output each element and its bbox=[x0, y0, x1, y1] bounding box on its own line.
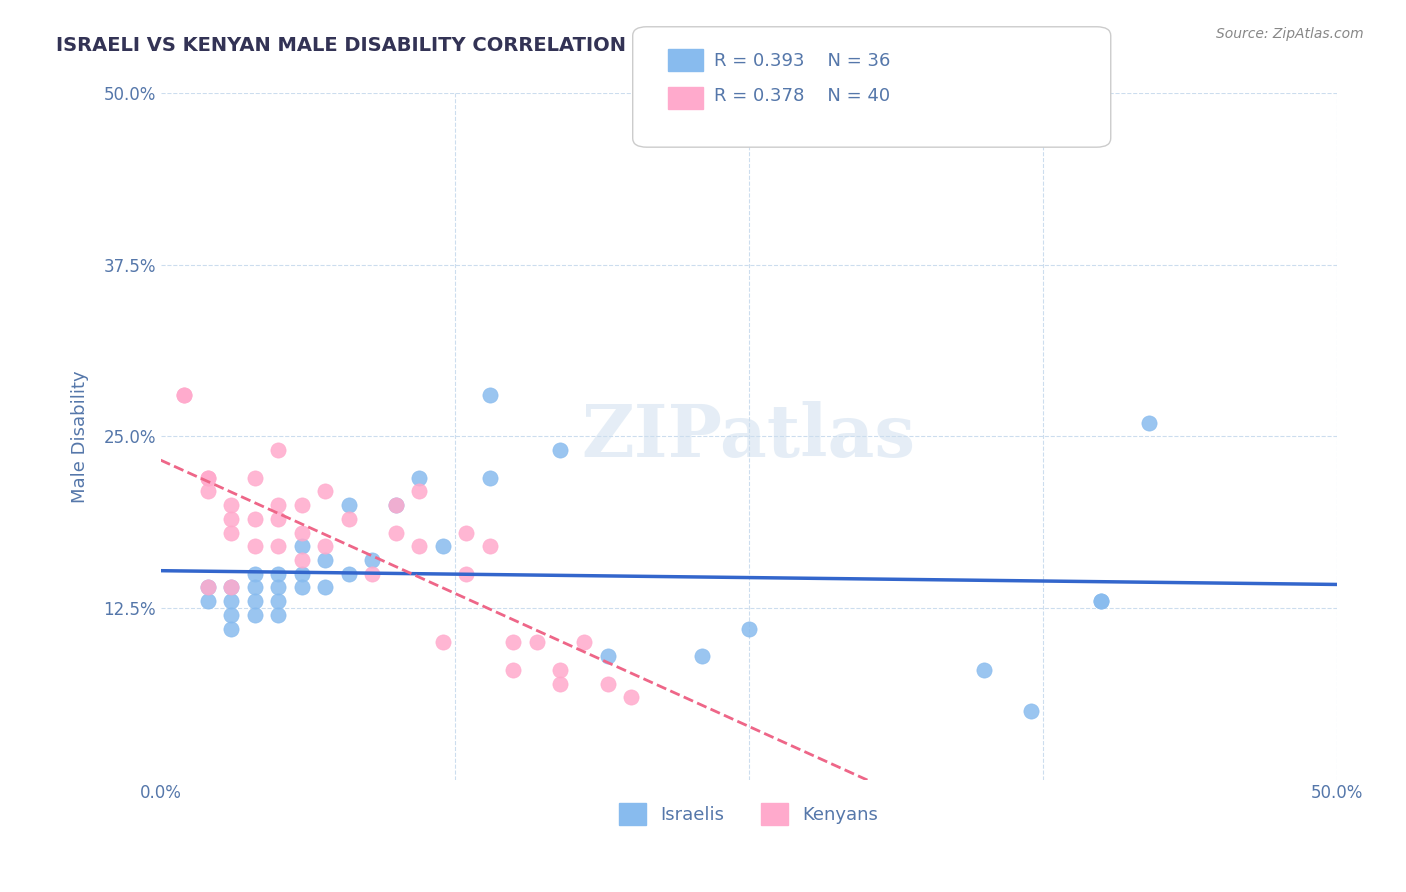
Point bbox=[456, 566, 478, 581]
Point bbox=[385, 498, 408, 512]
Point bbox=[478, 539, 501, 553]
Point bbox=[291, 581, 314, 595]
Point bbox=[197, 581, 219, 595]
Point bbox=[197, 470, 219, 484]
Text: ISRAELI VS KENYAN MALE DISABILITY CORRELATION CHART: ISRAELI VS KENYAN MALE DISABILITY CORREL… bbox=[56, 36, 706, 54]
Point bbox=[1090, 594, 1112, 608]
Point bbox=[385, 525, 408, 540]
Point bbox=[596, 649, 619, 664]
Point bbox=[219, 512, 242, 526]
Point bbox=[550, 443, 572, 458]
Point bbox=[314, 484, 336, 499]
Point bbox=[197, 470, 219, 484]
Point bbox=[337, 512, 360, 526]
Point bbox=[620, 690, 643, 705]
Point bbox=[291, 525, 314, 540]
Text: ZIPatlas: ZIPatlas bbox=[582, 401, 915, 472]
Point bbox=[267, 498, 290, 512]
Legend: Israelis, Kenyans: Israelis, Kenyans bbox=[612, 796, 886, 832]
Point bbox=[243, 581, 266, 595]
Point bbox=[596, 676, 619, 690]
Text: R = 0.378    N = 40: R = 0.378 N = 40 bbox=[714, 87, 890, 105]
Point bbox=[737, 622, 759, 636]
Point bbox=[314, 581, 336, 595]
Point bbox=[973, 663, 995, 677]
Point bbox=[173, 388, 195, 402]
Text: R = 0.393    N = 36: R = 0.393 N = 36 bbox=[714, 52, 890, 70]
Point bbox=[219, 607, 242, 622]
Point bbox=[243, 539, 266, 553]
Point bbox=[1090, 594, 1112, 608]
Point bbox=[173, 388, 195, 402]
Point bbox=[526, 635, 548, 649]
Point bbox=[361, 566, 384, 581]
Point bbox=[478, 388, 501, 402]
Point bbox=[243, 512, 266, 526]
Point bbox=[408, 470, 430, 484]
Point bbox=[219, 525, 242, 540]
Point bbox=[243, 566, 266, 581]
Point bbox=[572, 635, 595, 649]
Point bbox=[432, 539, 454, 553]
Point bbox=[291, 539, 314, 553]
Point bbox=[197, 594, 219, 608]
Point bbox=[219, 581, 242, 595]
Point bbox=[291, 553, 314, 567]
Point bbox=[243, 607, 266, 622]
Point bbox=[550, 676, 572, 690]
Point bbox=[197, 484, 219, 499]
Point bbox=[408, 484, 430, 499]
Point bbox=[1019, 704, 1042, 718]
Point bbox=[478, 470, 501, 484]
Point bbox=[219, 498, 242, 512]
Point bbox=[291, 498, 314, 512]
Point bbox=[267, 512, 290, 526]
Point bbox=[243, 594, 266, 608]
Point bbox=[408, 539, 430, 553]
Point bbox=[690, 649, 713, 664]
Point bbox=[219, 594, 242, 608]
Text: Source: ZipAtlas.com: Source: ZipAtlas.com bbox=[1216, 27, 1364, 41]
Point bbox=[502, 663, 524, 677]
Point bbox=[267, 607, 290, 622]
Point bbox=[314, 539, 336, 553]
Point bbox=[243, 470, 266, 484]
Point bbox=[219, 581, 242, 595]
Point bbox=[456, 525, 478, 540]
Point bbox=[267, 566, 290, 581]
Point bbox=[267, 594, 290, 608]
Point bbox=[502, 635, 524, 649]
Point bbox=[314, 553, 336, 567]
Y-axis label: Male Disability: Male Disability bbox=[72, 370, 89, 503]
Point bbox=[385, 498, 408, 512]
Point bbox=[291, 566, 314, 581]
Point bbox=[550, 663, 572, 677]
Point bbox=[432, 635, 454, 649]
Point bbox=[1137, 416, 1160, 430]
Point bbox=[337, 498, 360, 512]
Point bbox=[267, 539, 290, 553]
Point bbox=[361, 553, 384, 567]
Point bbox=[197, 581, 219, 595]
Point bbox=[219, 622, 242, 636]
Point bbox=[267, 443, 290, 458]
Point bbox=[267, 581, 290, 595]
Point bbox=[337, 566, 360, 581]
